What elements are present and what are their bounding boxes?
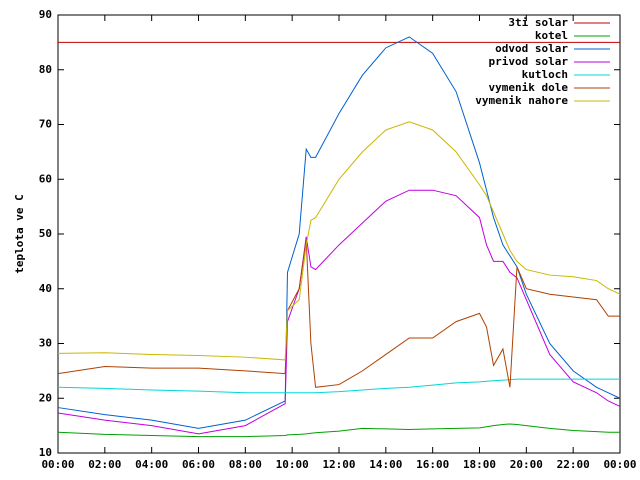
x-tick-label: 12:00 <box>322 458 355 471</box>
y-tick-label: 30 <box>39 337 52 350</box>
y-axis-label: teplota ve C <box>13 194 26 273</box>
series-line <box>57 239 620 388</box>
legend-label: kotel <box>535 29 568 42</box>
x-tick-label: 06:00 <box>182 458 215 471</box>
y-tick-label: 70 <box>39 118 52 131</box>
y-tick-label: 90 <box>39 8 52 21</box>
series-line <box>57 189 621 435</box>
x-tick-label: 00:00 <box>603 458 636 471</box>
series-line <box>57 378 620 394</box>
legend-label: vymenik dole <box>489 81 569 94</box>
x-tick-label: 00:00 <box>41 458 74 471</box>
series-line <box>57 423 620 438</box>
y-tick-label: 40 <box>39 282 52 295</box>
y-tick-label: 10 <box>39 446 52 459</box>
x-tick-label: 08:00 <box>229 458 262 471</box>
legend-label: 3ti solar <box>508 16 568 29</box>
y-tick-label: 60 <box>39 172 52 185</box>
x-tick-label: 14:00 <box>369 458 402 471</box>
y-tick-label: 20 <box>39 391 52 404</box>
x-tick-label: 04:00 <box>135 458 168 471</box>
x-tick-label: 10:00 <box>276 458 309 471</box>
series-line <box>57 36 621 429</box>
x-tick-label: 02:00 <box>88 458 121 471</box>
legend-label: vymenik nahore <box>475 94 568 107</box>
x-tick-label: 16:00 <box>416 458 449 471</box>
legend-label: kutloch <box>522 68 568 81</box>
y-tick-label: 80 <box>39 63 52 76</box>
legend-label: privod solar <box>489 55 569 68</box>
x-tick-label: 20:00 <box>510 458 543 471</box>
x-tick-label: 18:00 <box>463 458 496 471</box>
legend-label: odvod solar <box>495 42 568 55</box>
series-line <box>57 121 621 361</box>
y-tick-label: 50 <box>39 227 52 240</box>
x-tick-label: 22:00 <box>557 458 590 471</box>
